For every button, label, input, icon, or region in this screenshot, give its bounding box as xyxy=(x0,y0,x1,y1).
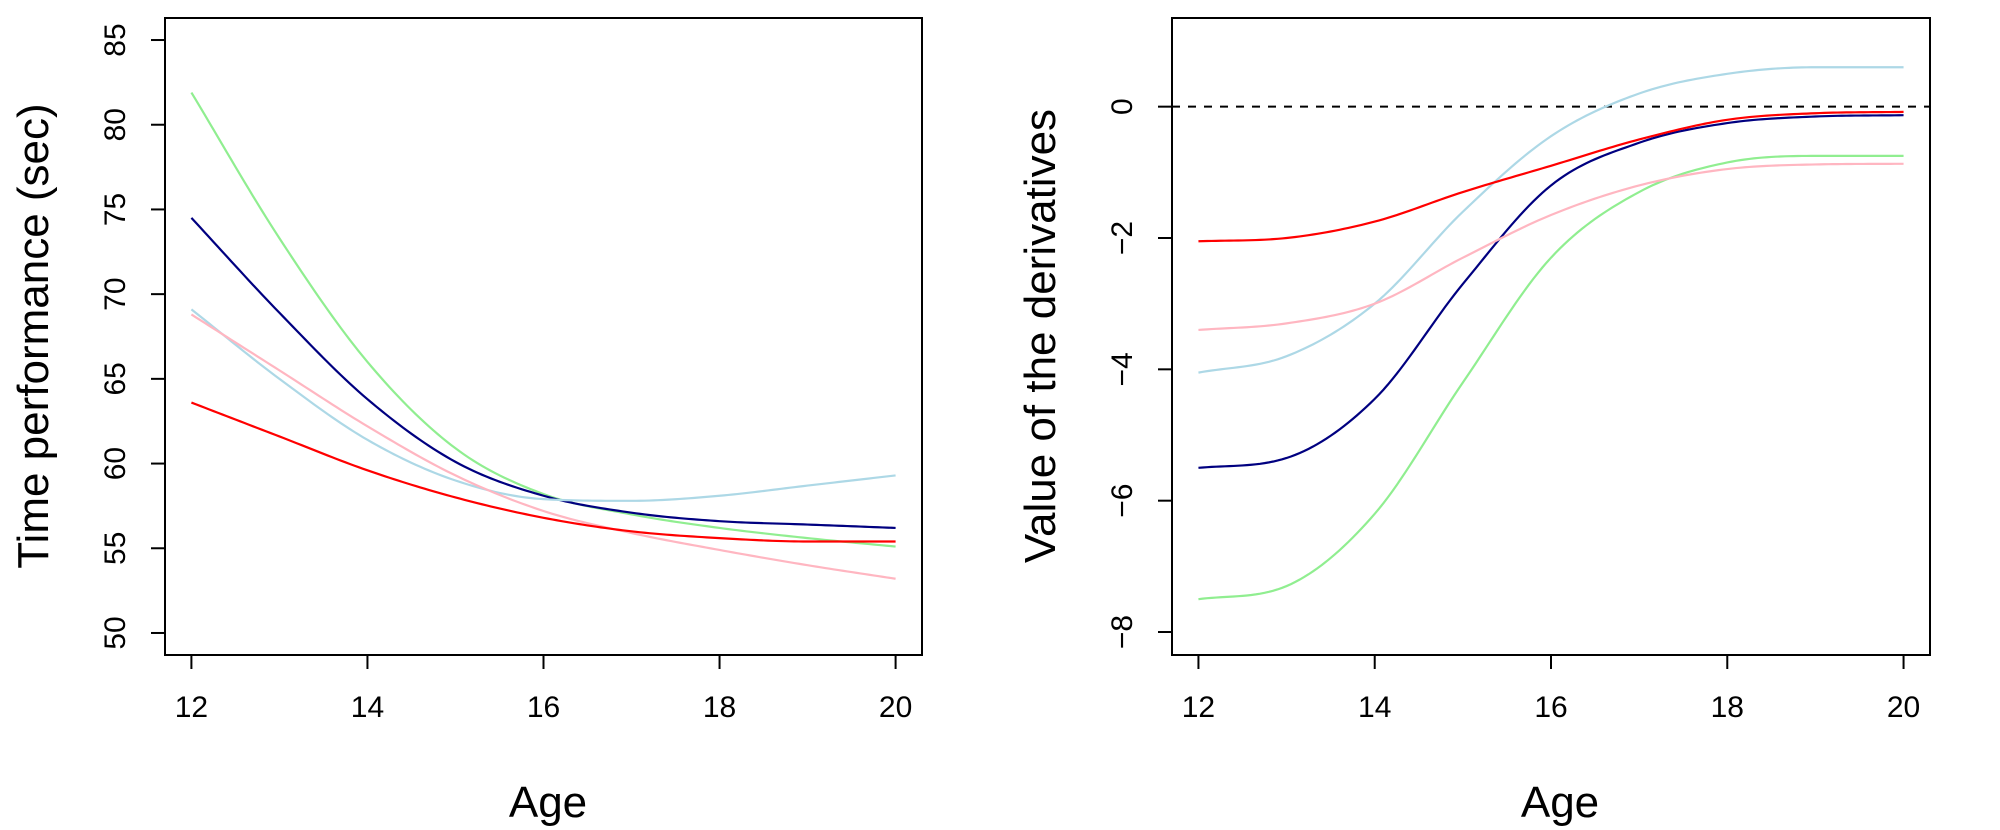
left-y-tick-label: 70 xyxy=(99,277,132,310)
right-series-pink xyxy=(1198,162,1904,332)
left-series-navy xyxy=(190,217,896,530)
left-y-tick-label: 60 xyxy=(99,447,132,480)
left-y-tick-label: 75 xyxy=(99,193,132,226)
right-y-axis-title: Value of the derivatives xyxy=(1016,109,1065,563)
right-y-tick-label: 0 xyxy=(1106,98,1139,115)
left-x-tick-label: 18 xyxy=(703,691,736,724)
right-x-tick-label: 16 xyxy=(1534,691,1567,724)
right-y-tick-label: −4 xyxy=(1106,352,1139,386)
left-series-green xyxy=(190,91,896,548)
left-series-lightblue xyxy=(190,308,896,502)
right-y-tick-label: −2 xyxy=(1106,221,1139,255)
left-series-group xyxy=(190,91,896,580)
left-y-tick-label: 50 xyxy=(99,616,132,649)
right-series-group xyxy=(1198,66,1904,601)
left-y-tick-label: 55 xyxy=(99,532,132,565)
left-x-tick-label: 12 xyxy=(175,691,208,724)
left-y-axis-title: Time performance (sec) xyxy=(9,103,58,568)
right-x-axis: 12 14 16 18 20 xyxy=(1182,654,1920,724)
right-x-axis-title: Age xyxy=(1521,778,1599,827)
right-series-green xyxy=(1198,154,1904,601)
left-x-tick-label: 20 xyxy=(879,691,912,724)
right-y-tick-label: −6 xyxy=(1106,484,1139,518)
right-y-axis: −8 −6 −4 −2 0 xyxy=(1106,98,1173,649)
left-x-axis-title: Age xyxy=(509,778,587,827)
left-panel: 12 14 16 18 20 50 55 60 65 70 75 80 85 Age Time per… xyxy=(9,17,923,827)
right-x-tick-label: 20 xyxy=(1887,691,1920,724)
left-y-tick-label: 65 xyxy=(99,362,132,395)
right-series-navy xyxy=(1198,114,1904,469)
right-panel: 12 14 16 18 20 −8 −6 −4 −2 0 Age Value of the de… xyxy=(1016,17,1931,827)
left-series-pink xyxy=(190,313,896,580)
right-y-tick-label: −8 xyxy=(1106,615,1139,649)
left-y-tick-label: 80 xyxy=(99,108,132,141)
left-series-red xyxy=(191,401,896,543)
left-y-axis: 50 55 60 65 70 75 80 85 xyxy=(99,23,166,650)
left-x-tick-label: 16 xyxy=(527,691,560,724)
right-x-tick-label: 14 xyxy=(1358,691,1391,724)
left-x-axis: 12 14 16 18 20 xyxy=(175,654,912,724)
right-series-lightblue xyxy=(1198,66,1904,374)
left-x-tick-label: 14 xyxy=(351,691,384,724)
left-plot-frame xyxy=(164,17,923,656)
right-series-red xyxy=(1198,110,1904,243)
right-x-tick-label: 18 xyxy=(1711,691,1744,724)
right-x-tick-label: 12 xyxy=(1182,691,1215,724)
left-y-tick-label: 85 xyxy=(99,23,132,56)
